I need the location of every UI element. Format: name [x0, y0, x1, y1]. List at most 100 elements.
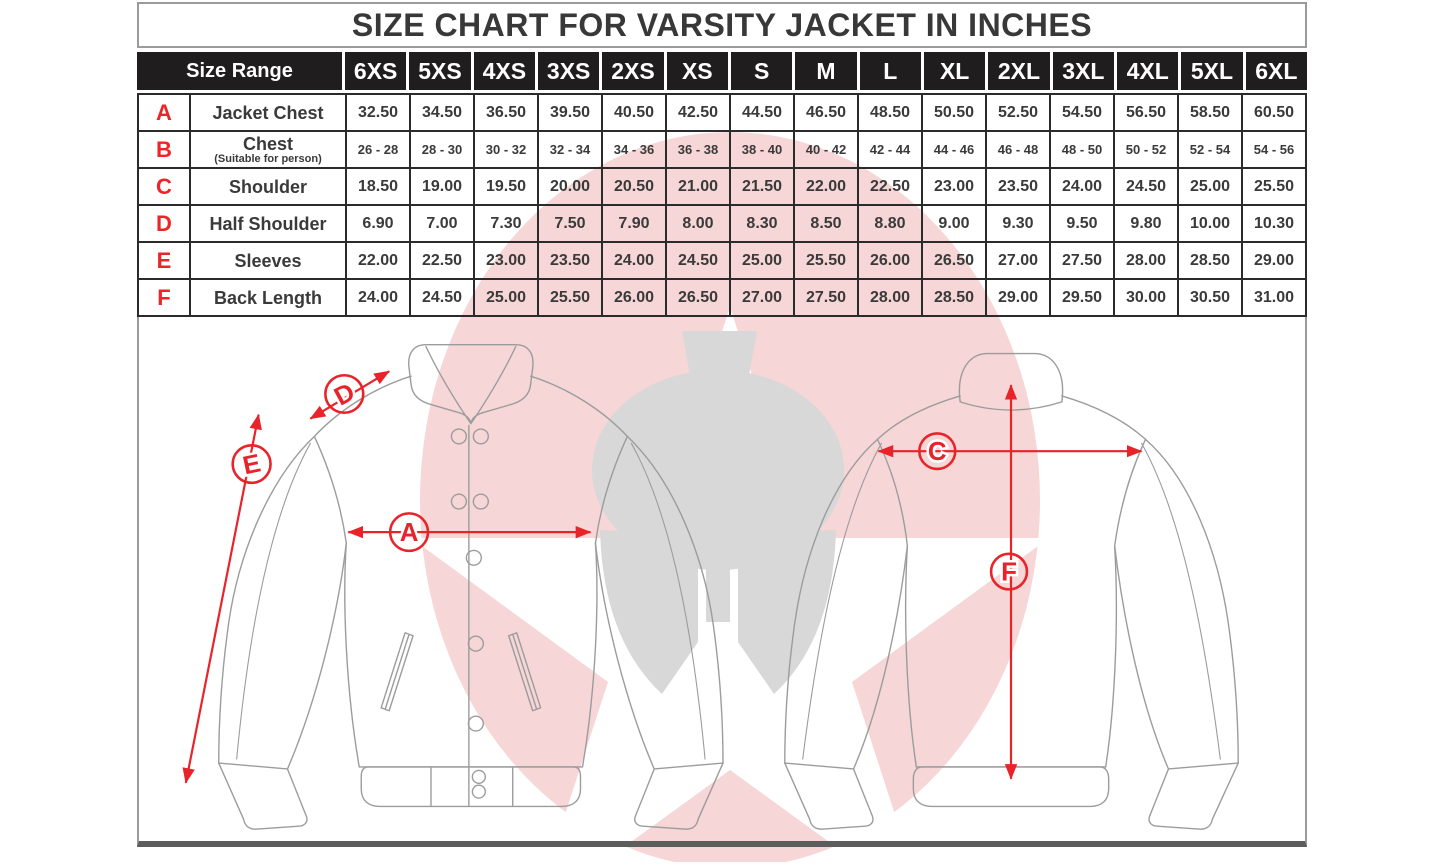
row-letter: F — [137, 278, 191, 317]
title-box: SIZE CHART FOR VARSITY JACKET IN INCHES — [137, 2, 1307, 48]
size-value-cell: 24.50 — [665, 241, 731, 280]
size-value-cell: 52.50 — [985, 93, 1051, 132]
size-value-cell: 30 - 32 — [473, 130, 539, 169]
size-column-header: 4XL — [1116, 52, 1179, 90]
size-column-header: S — [730, 52, 793, 90]
size-value-cell: 25.50 — [537, 278, 603, 317]
size-column-header: 4XS — [473, 52, 535, 90]
size-value-cell: 7.90 — [601, 204, 667, 243]
size-column-header: L — [859, 52, 921, 90]
marker-letter-F: F — [1001, 559, 1017, 587]
size-value-cell: 24.00 — [345, 278, 411, 317]
size-value-cell: 27.50 — [1049, 241, 1115, 280]
size-table-row: C Shoulder 18.50 19.00 19.50 20.00 20.50 21.00 2… — [137, 167, 1307, 206]
size-value-cell: 29.50 — [1049, 278, 1115, 317]
row-label: Shoulder — [189, 167, 347, 206]
size-column-header: 6XL — [1245, 52, 1307, 90]
size-value-cell: 28.00 — [1113, 241, 1179, 280]
size-value-cell: 50.50 — [921, 93, 987, 132]
size-value-cell: 26.50 — [665, 278, 731, 317]
size-value-cell: 18.50 — [345, 167, 411, 206]
size-table-row: A Jacket Chest 32.50 34.50 36.50 39.50 40.50 42… — [137, 93, 1307, 132]
size-value-cell: 10.30 — [1241, 204, 1307, 243]
size-value-cell: 28.00 — [857, 278, 923, 317]
marker-letter-C: C — [928, 438, 947, 466]
size-value-cell: 10.00 — [1177, 204, 1243, 243]
size-value-cell: 8.30 — [729, 204, 795, 243]
marker-letter-D: D — [330, 378, 360, 411]
row-sublabel: (Suitable for person) — [214, 152, 322, 165]
size-value-cell: 32 - 34 — [537, 130, 603, 169]
size-value-cell: 21.00 — [665, 167, 731, 206]
size-value-cell: 22.50 — [857, 167, 923, 206]
size-value-cell: 9.30 — [985, 204, 1051, 243]
size-value-cell: 23.50 — [985, 167, 1051, 206]
size-value-cell: 22.50 — [409, 241, 475, 280]
size-table-row: E Sleeves 22.00 22.50 23.00 23.50 24.00 24.50 25… — [137, 241, 1307, 280]
page-title: SIZE CHART FOR VARSITY JACKET IN INCHES — [351, 6, 1093, 43]
marker-circle-E — [231, 444, 272, 485]
jacket-diagram: D E A C F — [137, 317, 1307, 847]
size-value-cell: 20.50 — [601, 167, 667, 206]
row-letter: D — [137, 204, 191, 243]
size-value-cell: 25.50 — [1241, 167, 1307, 206]
size-value-cell: 22.00 — [793, 167, 859, 206]
size-value-cell: 9.50 — [1049, 204, 1115, 243]
size-value-cell: 27.50 — [793, 278, 859, 317]
measure-line-D — [309, 370, 390, 420]
size-value-cell: 56.50 — [1113, 93, 1179, 132]
size-value-cell: 60.50 — [1241, 93, 1307, 132]
size-value-cell: 28.50 — [1177, 241, 1243, 280]
size-value-cell: 19.50 — [473, 167, 539, 206]
size-value-cell: 24.00 — [1049, 167, 1115, 206]
marker-circle-D — [324, 373, 365, 415]
size-value-cell: 8.50 — [793, 204, 859, 243]
row-label: Back Length — [189, 278, 347, 317]
measure-line-E — [182, 413, 262, 784]
size-value-cell: 52 - 54 — [1177, 130, 1243, 169]
size-column-header: XS — [666, 52, 728, 90]
size-value-cell: 42.50 — [665, 93, 731, 132]
size-header-row: Size Range 6XS 5XS 4XS 3XS 2XS XS S M L XL 2XL 3XL 4… — [137, 52, 1307, 90]
size-value-cell: 25.50 — [793, 241, 859, 280]
size-table: A Jacket Chest 32.50 34.50 36.50 39.50 40.50 42… — [137, 93, 1307, 317]
row-label: Jacket Chest — [189, 93, 347, 132]
size-value-cell: 20.00 — [537, 167, 603, 206]
row-letter: A — [137, 93, 191, 132]
jacket-front-drawing — [218, 343, 724, 830]
size-column-header: 3XS — [537, 52, 600, 90]
size-value-cell: 50 - 52 — [1113, 130, 1179, 169]
size-value-cell: 32.50 — [345, 93, 411, 132]
size-value-cell: 34.50 — [409, 93, 475, 132]
size-value-cell: 22.00 — [345, 241, 411, 280]
size-value-cell: 44 - 46 — [921, 130, 987, 169]
size-value-cell: 6.90 — [345, 204, 411, 243]
size-value-cell: 40 - 42 — [793, 130, 859, 169]
size-value-cell: 24.50 — [409, 278, 475, 317]
size-value-cell: 23.00 — [473, 241, 539, 280]
size-value-cell: 9.80 — [1113, 204, 1179, 243]
size-value-cell: 39.50 — [537, 93, 603, 132]
size-value-cell: 27.00 — [729, 278, 795, 317]
size-column-header: 2XS — [602, 52, 664, 90]
size-column-header: 5XS — [409, 52, 471, 90]
size-value-cell: 31.00 — [1241, 278, 1307, 317]
size-table-row: B Chest (Suitable for person) 26 - 28 28 - 3… — [137, 130, 1307, 169]
size-value-cell: 44.50 — [729, 93, 795, 132]
size-value-cell: 28 - 30 — [409, 130, 475, 169]
row-letter: C — [137, 167, 191, 206]
size-column-header: 2XL — [988, 52, 1050, 90]
size-value-cell: 19.00 — [409, 167, 475, 206]
size-value-cell: 26.00 — [857, 241, 923, 280]
size-value-cell: 36.50 — [473, 93, 539, 132]
size-value-cell: 21.50 — [729, 167, 795, 206]
size-value-cell: 26 - 28 — [345, 130, 411, 169]
size-value-cell: 25.00 — [729, 241, 795, 280]
row-label: Half Shoulder — [189, 204, 347, 243]
row-label: Chest (Suitable for person) — [189, 130, 347, 169]
size-table-row: F Back Length 24.00 24.50 25.00 25.50 26.00 26.… — [137, 278, 1307, 317]
size-value-cell: 30.50 — [1177, 278, 1243, 317]
size-value-cell: 26.00 — [601, 278, 667, 317]
size-value-cell: 9.00 — [921, 204, 987, 243]
row-letter: E — [137, 241, 191, 280]
